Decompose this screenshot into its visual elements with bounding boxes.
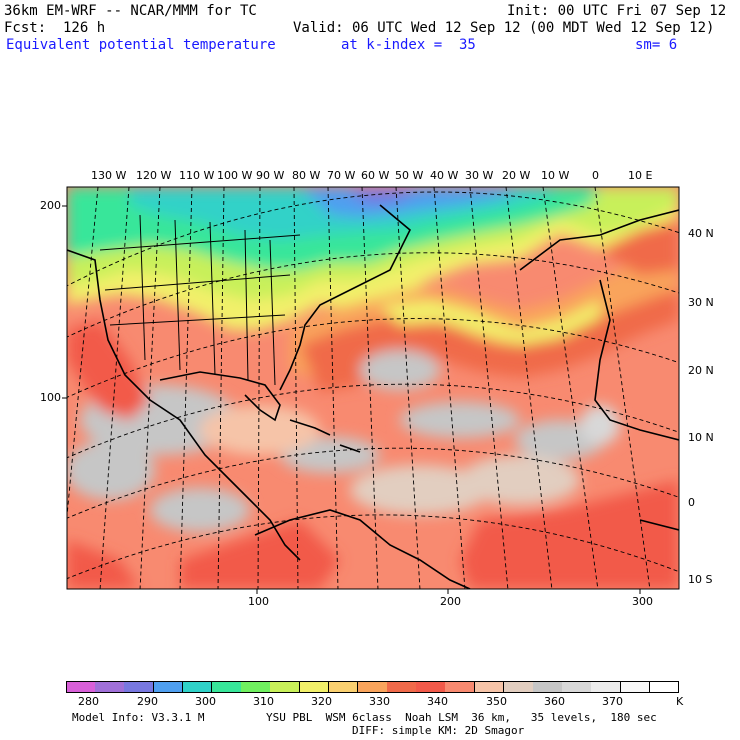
colorbar-swatch	[328, 681, 359, 693]
colorbar-swatch	[445, 681, 476, 693]
model-info: Model Info: V3.3.1 M	[72, 711, 205, 724]
colorbar-swatch	[562, 681, 592, 693]
level-label: at k-index = 35	[341, 37, 476, 53]
colorbar-tick: 330	[369, 695, 390, 708]
colorbar-swatch	[533, 681, 563, 693]
lon-label: 0	[592, 169, 599, 182]
colorbar-tick: 310	[253, 695, 274, 708]
colorbar-swatch	[503, 681, 534, 693]
colorbar-swatch	[95, 681, 125, 693]
lat-label: 30 N	[688, 296, 714, 309]
colorbar-swatch	[241, 681, 271, 693]
colorbar-tick: 290	[137, 695, 158, 708]
state-borders	[99, 214, 301, 386]
lat-label: 0	[688, 496, 695, 509]
lon-label: 40 W	[430, 169, 459, 182]
init-time: Init: 00 UTC Fri 07 Sep 12	[507, 3, 727, 19]
colorbar-swatch	[474, 681, 505, 693]
lon-label: 60 W	[361, 169, 390, 182]
lon-label: 100 W	[217, 169, 253, 182]
lon-label: 90 W	[256, 169, 285, 182]
grid-label-left: 200	[40, 199, 61, 212]
colorbar-swatch	[124, 681, 155, 693]
frame-ticks	[62, 205, 641, 594]
lon-label: 20 W	[502, 169, 531, 182]
lon-label: 30 W	[465, 169, 494, 182]
lon-label: 80 W	[292, 169, 321, 182]
colorbar-tick: 320	[311, 695, 332, 708]
colorbar-tick: 360	[544, 695, 565, 708]
colorbar-tick: 350	[486, 695, 507, 708]
lon-label: 10 W	[541, 169, 570, 182]
map-frame	[66, 186, 680, 590]
lon-label: 110 W	[179, 169, 215, 182]
grid-label-bottom: 300	[632, 595, 653, 608]
colorbar-swatch	[387, 681, 417, 693]
field-name: Equivalent potential temperature	[6, 37, 276, 53]
colorbar-swatch	[591, 681, 622, 693]
colorbar-swatch	[153, 681, 184, 693]
colorbar-swatch	[270, 681, 301, 693]
lon-label: 70 W	[327, 169, 356, 182]
colorbar-swatch	[649, 681, 680, 693]
smoothing-label: sm= 6	[635, 37, 678, 53]
colorbar-tick: 300	[195, 695, 216, 708]
colorbar-unit: K	[676, 695, 684, 708]
lat-label: 10 S	[688, 573, 713, 586]
valid-time: Valid: 06 UTC Wed 12 Sep 12 (00 MDT Wed …	[293, 20, 715, 36]
diffusion-info: DIFF: simple KM: 2D Smagor	[352, 724, 525, 737]
colorbar-swatch	[620, 681, 651, 693]
grid-label-bottom: 100	[248, 595, 269, 608]
physics-info: YSU PBL WSM 6class Noah LSM 36 km, 35 le…	[266, 711, 657, 724]
colorbar-tick: 370	[602, 695, 623, 708]
lon-label: 130 W	[91, 169, 127, 182]
lon-label: 10 E	[628, 169, 653, 182]
colorbar-swatch	[357, 681, 388, 693]
lat-label: 20 N	[688, 364, 714, 377]
theta-e-field	[67, 187, 679, 589]
lat-label: 40 N	[688, 227, 714, 240]
grid-label-left: 100	[40, 391, 61, 404]
lon-label: 50 W	[395, 169, 424, 182]
colorbar-swatch	[182, 681, 213, 693]
colorbar-swatch	[66, 681, 96, 693]
grid-label-bottom: 200	[440, 595, 461, 608]
lon-label: 120 W	[136, 169, 172, 182]
colorbar-swatch	[416, 681, 446, 693]
graticule	[67, 187, 679, 589]
colorbar-tick: 280	[78, 695, 99, 708]
colorbar-tick: 340	[427, 695, 448, 708]
lat-label: 10 N	[688, 431, 714, 444]
colorbar-swatch	[299, 681, 330, 693]
colorbar-swatch	[211, 681, 242, 693]
forecast-hour: Fcst: 126 h	[4, 20, 106, 36]
coastlines	[67, 204, 679, 589]
model-title: 36km EM-WRF -- NCAR/MMM for TC	[4, 3, 257, 19]
